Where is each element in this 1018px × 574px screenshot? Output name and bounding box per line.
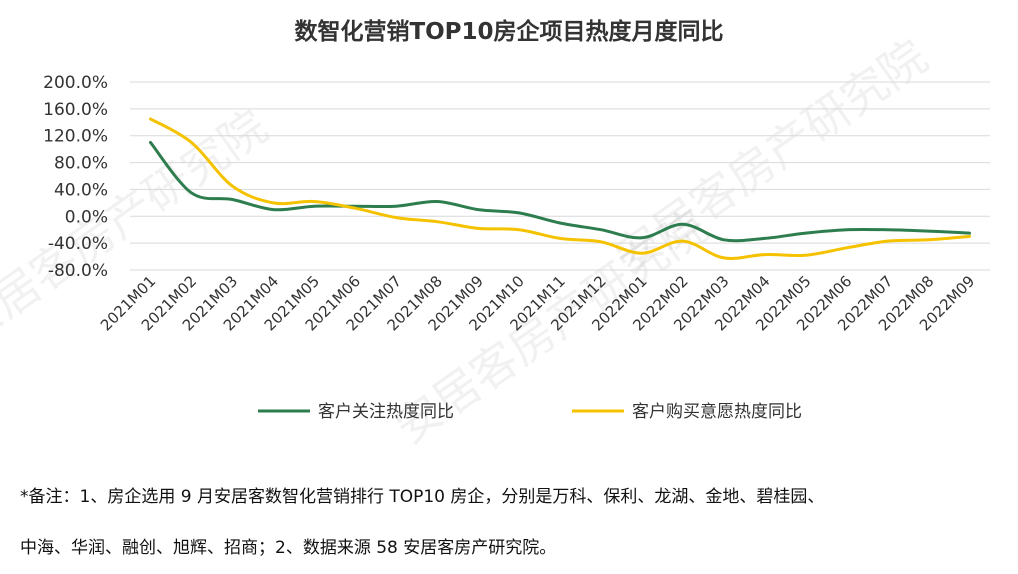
y-tick-label: 120.0% bbox=[43, 127, 108, 147]
series-lines bbox=[148, 117, 971, 260]
footnote: *备注：1、房企选用 9 月安居客数智化营销排行 TOP10 房企，分别是万科、… bbox=[20, 472, 1010, 574]
legend: 客户关注热度同比 客户购买意愿热度同比 bbox=[258, 402, 802, 422]
y-tick-label: 160.0% bbox=[43, 100, 108, 120]
watermark-text: 安居客房产研究院 bbox=[605, 29, 937, 284]
y-tick-label: 40.0% bbox=[54, 180, 108, 200]
y-tick-label: -80.0% bbox=[48, 261, 108, 281]
y-tick-label: 200.0% bbox=[43, 73, 108, 93]
y-axis: 200.0% 160.0% 120.0% 80.0% 40.0% 0.0% -40.0% -8… bbox=[43, 73, 108, 281]
legend-label-1: 客户关注热度同比 bbox=[318, 402, 454, 422]
y-tick-label: -40.0% bbox=[48, 234, 108, 254]
footnote-line-2: 中海、华润、融创、旭辉、招商；2、数据来源 58 安居客房产研究院。 bbox=[20, 538, 557, 558]
series-line-2 bbox=[148, 117, 971, 260]
footnote-line-1: *备注：1、房企选用 9 月安居客数智化营销排行 TOP10 房企，分别是万科、… bbox=[20, 487, 825, 507]
grid-lines bbox=[130, 81, 990, 271]
chart-title: 数智化营销TOP10房企项目热度月度同比 bbox=[294, 19, 724, 45]
y-tick-label: 0.0% bbox=[65, 207, 108, 227]
y-tick-label: 80.0% bbox=[54, 154, 108, 174]
legend-label-2: 客户购买意愿热度同比 bbox=[632, 402, 802, 422]
series-line-1 bbox=[148, 140, 971, 243]
